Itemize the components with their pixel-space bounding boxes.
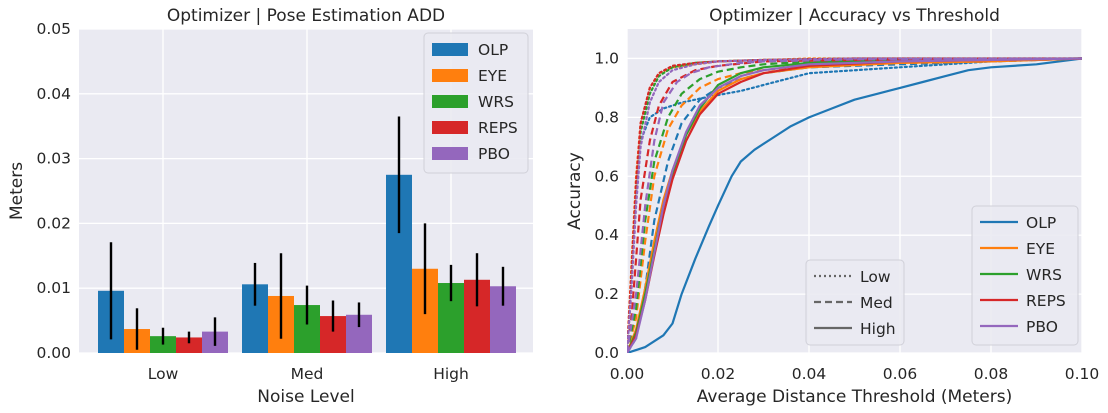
y-tick-label: 0.03 — [36, 150, 71, 168]
y-tick-label: 0.02 — [36, 214, 71, 232]
y-tick-label: 0.0 — [594, 344, 619, 362]
color-legend-label: EYE — [1026, 240, 1055, 258]
y-tick-label: 0.00 — [36, 344, 71, 362]
x-tick-label: High — [433, 365, 469, 383]
legend-label: PBO — [478, 145, 510, 163]
x-tick-label: Low — [148, 365, 179, 383]
style-legend-label: Low — [860, 268, 891, 286]
color-legend-label: REPS — [1026, 292, 1066, 310]
legend-swatch-wrs — [432, 95, 468, 108]
x-axis-label: Noise Level — [257, 387, 354, 407]
line-pbo-low — [627, 57, 1082, 353]
color-legend-label: WRS — [1026, 266, 1062, 284]
x-tick-label: 0.10 — [1065, 365, 1100, 383]
style-legend-box — [805, 259, 905, 346]
legend-box — [423, 32, 529, 174]
bar-reps — [176, 337, 202, 353]
legend-label: WRS — [478, 93, 514, 111]
legend-swatch-eye — [432, 69, 468, 82]
y-tick-label: 0.04 — [36, 85, 71, 103]
legend-swatch-pbo — [432, 147, 468, 160]
y-tick-label: 1.0 — [594, 49, 619, 67]
x-tick-label: 0.04 — [792, 365, 827, 383]
y-tick-label: 0.8 — [594, 108, 619, 126]
x-tick-label: 0.02 — [701, 365, 736, 383]
y-axis-label: Meters — [7, 162, 27, 220]
style-legend-label: High — [860, 320, 896, 338]
line-olp-high — [627, 57, 1082, 353]
legend-label: REPS — [478, 119, 518, 137]
x-tick-label: 0.08 — [974, 365, 1009, 383]
y-tick-label: 0.2 — [594, 285, 619, 303]
x-tick-label: Med — [291, 365, 324, 383]
style-legend-label: Med — [860, 294, 893, 312]
x-tick-label: 0.06 — [883, 365, 918, 383]
line-reps-med — [627, 57, 1082, 353]
legend-label: OLP — [478, 41, 508, 59]
color-legend-label: PBO — [1026, 318, 1058, 336]
y-tick-label: 0.01 — [36, 279, 71, 297]
line-eye-high — [627, 57, 1082, 353]
line-pbo-high — [627, 57, 1082, 353]
x-axis-label: Average Distance Threshold (Meters) — [697, 387, 1013, 407]
color-legend-box — [971, 205, 1079, 346]
chart-title: Optimizer | Pose Estimation ADD — [167, 6, 445, 26]
y-axis-label: Accuracy — [565, 152, 585, 230]
legend-label: EYE — [478, 67, 507, 85]
line-pbo-med — [627, 57, 1082, 353]
y-tick-label: 0.05 — [36, 20, 71, 38]
color-legend-label: OLP — [1026, 214, 1056, 232]
y-tick-label: 0.4 — [594, 226, 619, 244]
legend-swatch-reps — [432, 121, 468, 134]
chart-title: Optimizer | Accuracy vs Threshold — [709, 6, 1000, 26]
y-tick-label: 0.6 — [594, 167, 619, 185]
x-tick-label: 0.00 — [610, 365, 645, 383]
legend-swatch-olp — [432, 43, 468, 56]
